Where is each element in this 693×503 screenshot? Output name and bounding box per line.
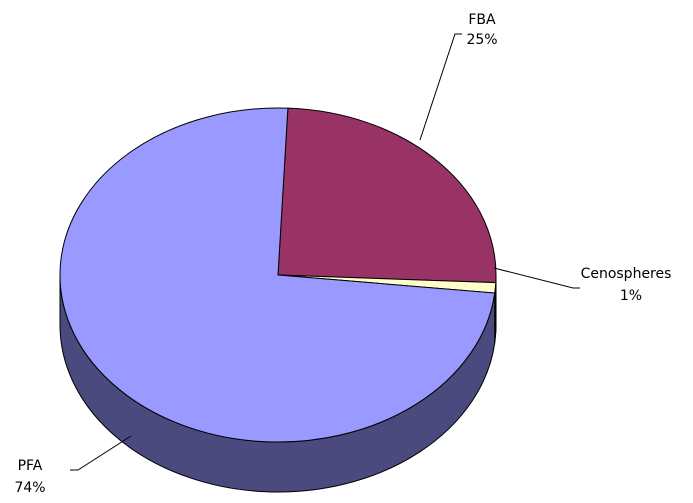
pie-slice-pfa [59,107,496,443]
leader-line-fba [419,33,462,141]
pie-slice-fba [277,107,497,284]
slice-label-cenospheres: Cenospheres [581,266,672,282]
leader-line-cenospheres [493,267,580,289]
slice-label-pfa: PFA [18,458,43,474]
leader-line-pfa [70,435,132,471]
slice-percent-cenospheres: 1% [620,288,642,304]
pie-labels: FBA 25% Cenospheres 1% PFA 74% [14,12,671,496]
slice-percent-fba: 25% [466,32,497,48]
slice-label-fba: FBA [468,12,496,28]
slice-percent-pfa: 74% [14,480,45,496]
pie-tops [59,107,497,443]
